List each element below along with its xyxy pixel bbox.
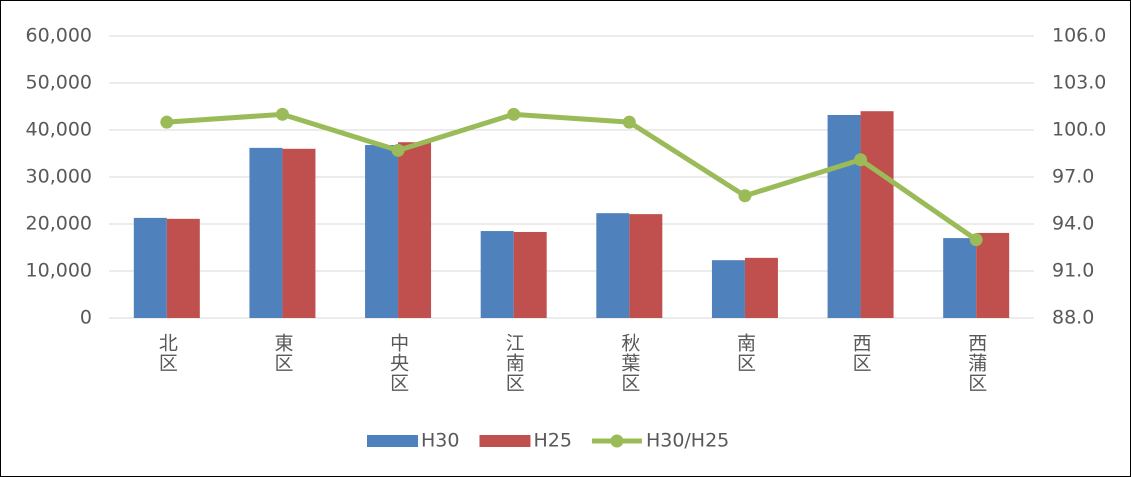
y-tick-label: 40,000 bbox=[26, 119, 92, 141]
x-tick-label: 江南区 bbox=[503, 333, 525, 393]
bar bbox=[513, 231, 547, 318]
bar bbox=[943, 238, 977, 318]
y2-tick-label: 100.0 bbox=[1052, 119, 1106, 141]
line-point bbox=[854, 153, 868, 167]
y-tick-label: 10,000 bbox=[26, 260, 92, 282]
line-point bbox=[507, 107, 521, 121]
legend-swatch bbox=[479, 435, 531, 447]
bar bbox=[596, 213, 630, 318]
bar bbox=[480, 231, 514, 318]
bar bbox=[976, 232, 1010, 318]
x-tick-label: 中央区 bbox=[387, 333, 409, 393]
bar bbox=[744, 257, 778, 318]
bar bbox=[166, 218, 200, 318]
bar bbox=[365, 145, 399, 318]
x-tick-label: 北区 bbox=[156, 333, 178, 373]
line-point bbox=[391, 143, 405, 157]
y-tick-label: 30,000 bbox=[26, 166, 92, 188]
bar bbox=[827, 114, 861, 319]
bar bbox=[249, 147, 283, 318]
line-point bbox=[275, 107, 289, 121]
y2-tick-label: 97.0 bbox=[1052, 166, 1094, 188]
x-tick-label: 東区 bbox=[271, 333, 293, 373]
line-point bbox=[160, 115, 174, 129]
line-point bbox=[969, 233, 983, 247]
legend-label: H30 bbox=[421, 430, 459, 452]
bar bbox=[860, 111, 894, 318]
bar bbox=[711, 260, 745, 318]
legend-label: H25 bbox=[533, 430, 571, 452]
line-point bbox=[622, 115, 636, 129]
x-tick-label: 秋葉区 bbox=[618, 333, 640, 393]
x-tick-label: 西区 bbox=[850, 333, 872, 373]
line-point bbox=[738, 189, 752, 203]
y2-tick-label: 94.0 bbox=[1052, 213, 1094, 235]
y-tick-label: 20,000 bbox=[26, 213, 92, 235]
legend-swatch bbox=[610, 434, 624, 448]
x-tick-label: 西蒲区 bbox=[965, 333, 987, 393]
bar bbox=[629, 214, 663, 318]
y-tick-label: 0 bbox=[80, 307, 92, 329]
y2-tick-label: 106.0 bbox=[1052, 25, 1106, 47]
bar bbox=[398, 142, 432, 318]
y2-tick-label: 91.0 bbox=[1052, 260, 1094, 282]
line bbox=[166, 111, 978, 242]
legend-label: H30/H25 bbox=[646, 430, 729, 452]
y2-tick-label: 103.0 bbox=[1052, 72, 1106, 94]
bar bbox=[282, 148, 316, 318]
x-tick-label: 南区 bbox=[734, 333, 756, 373]
y2-tick-label: 88.0 bbox=[1052, 307, 1094, 329]
y-tick-label: 50,000 bbox=[26, 72, 92, 94]
legend-swatch bbox=[367, 435, 418, 447]
y-tick-label: 60,000 bbox=[26, 25, 92, 47]
bar bbox=[133, 217, 167, 318]
